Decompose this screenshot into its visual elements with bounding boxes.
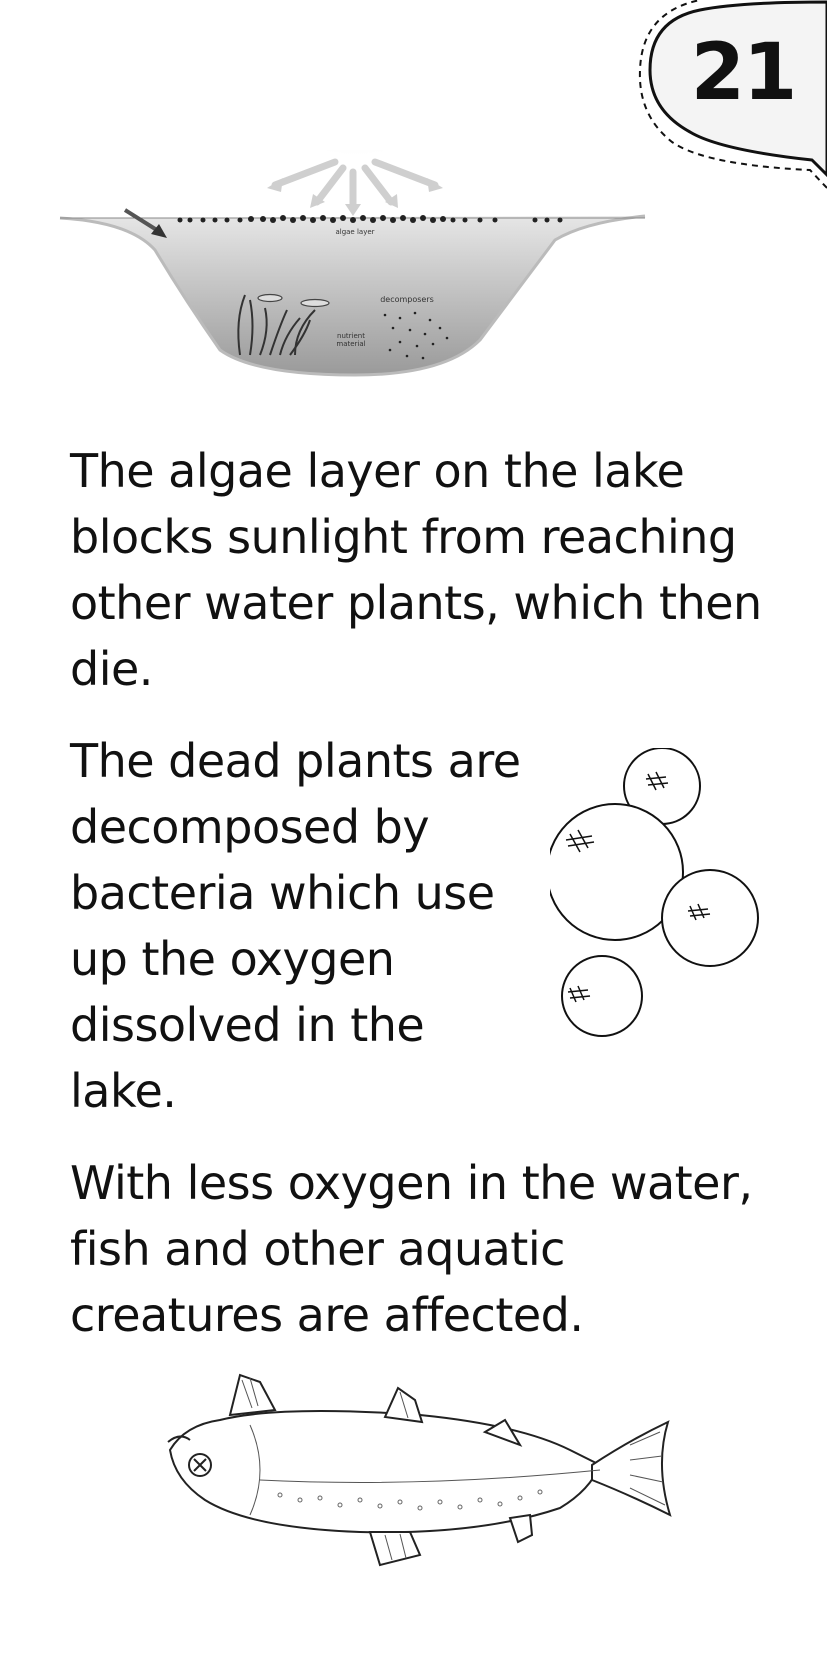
sunlight-rays	[271, 158, 439, 212]
water-plants	[237, 294, 316, 356]
runoff-arrow-icon	[123, 208, 167, 238]
dead-fish-illustration	[167, 1373, 672, 1567]
paragraph-less-oxygen: With less oxygen in the water, fish and …	[70, 1156, 753, 1342]
dead-fish-eye-icon	[188, 1453, 212, 1477]
fish-icon	[257, 293, 330, 308]
page-number-badge	[638, 0, 827, 189]
page-number: 21	[690, 28, 798, 118]
paragraph-algae-blocks-sunlight: The algae layer on the lake blocks sunli…	[70, 444, 762, 696]
algae-layer-label: algae layer	[335, 228, 374, 236]
lake-eutrophication-diagram: algae layer decomposers nutrient materia…	[59, 150, 646, 377]
nutrient-label-line2: material	[336, 340, 365, 348]
nutrient-label-line1: nutrient	[337, 332, 365, 340]
lake-water	[60, 216, 645, 375]
algae-layer	[177, 215, 563, 223]
bacteria-illustration	[550, 748, 759, 1037]
decomposer-dots	[383, 311, 449, 360]
paragraph-decomposition: The dead plants are decomposed by bacter…	[70, 734, 521, 1118]
decomposers-label: decomposers	[380, 295, 434, 304]
